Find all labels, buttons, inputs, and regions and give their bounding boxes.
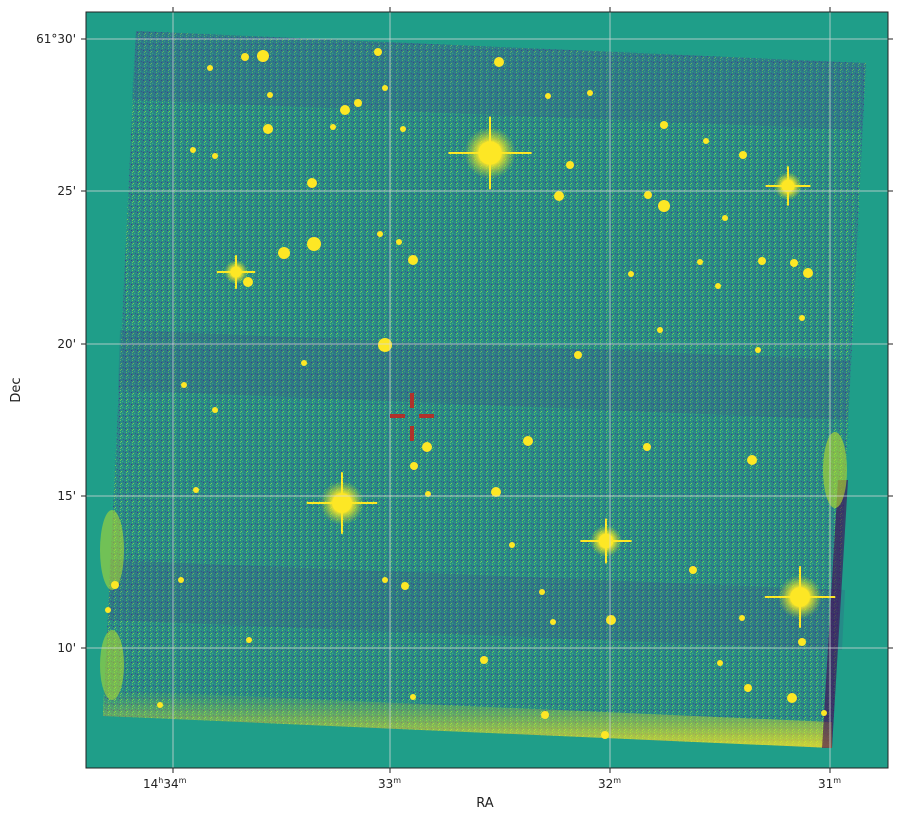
star bbox=[758, 257, 766, 265]
x-tick-label-1434: 14h34m bbox=[143, 776, 187, 791]
star bbox=[744, 684, 752, 692]
star bbox=[374, 48, 382, 56]
star bbox=[539, 589, 545, 595]
star bbox=[509, 542, 515, 548]
target-crosshair bbox=[390, 393, 434, 441]
x-axis-label: RA bbox=[476, 796, 494, 811]
star bbox=[178, 577, 184, 583]
star bbox=[574, 351, 582, 359]
star bbox=[181, 382, 187, 388]
star bbox=[644, 191, 652, 199]
star bbox=[354, 99, 362, 107]
star bbox=[798, 638, 806, 646]
star bbox=[278, 247, 290, 259]
bright-star-6 bbox=[216, 255, 256, 289]
star bbox=[307, 178, 317, 188]
star bbox=[554, 191, 564, 201]
star bbox=[190, 147, 196, 153]
star bbox=[410, 462, 418, 470]
star bbox=[377, 231, 383, 237]
star bbox=[755, 347, 761, 353]
star bbox=[401, 582, 409, 590]
star bbox=[550, 619, 556, 625]
star bbox=[410, 694, 416, 700]
star bbox=[715, 283, 721, 289]
star bbox=[697, 259, 703, 265]
star bbox=[241, 53, 249, 61]
star bbox=[657, 327, 663, 333]
star bbox=[111, 581, 119, 589]
star bbox=[246, 637, 252, 643]
bright-star-1 bbox=[448, 116, 532, 190]
y-tick-label-30: 61°30' bbox=[36, 32, 76, 46]
y-tick-label-15: 15' bbox=[57, 489, 76, 503]
x-tick-label-33: 33m bbox=[378, 776, 401, 791]
star bbox=[408, 255, 418, 265]
star bbox=[821, 710, 827, 716]
star bbox=[545, 93, 551, 99]
star bbox=[566, 161, 574, 169]
bright-star-2 bbox=[306, 472, 378, 534]
x-tick-label-32: 32m bbox=[598, 776, 621, 791]
coordinate-grid bbox=[86, 12, 888, 768]
star bbox=[382, 577, 388, 583]
star bbox=[587, 90, 593, 96]
star bbox=[307, 237, 321, 251]
star bbox=[263, 124, 273, 134]
y-axis-label: Dec bbox=[9, 377, 24, 402]
star bbox=[660, 121, 668, 129]
star bbox=[257, 50, 269, 62]
star bbox=[243, 277, 253, 287]
star bbox=[790, 259, 798, 267]
star bbox=[301, 360, 307, 366]
y-tick-label-10: 10' bbox=[57, 641, 76, 655]
star bbox=[717, 660, 723, 666]
star bbox=[606, 615, 616, 625]
star bbox=[193, 487, 199, 493]
star bbox=[382, 85, 388, 91]
axis-ticks bbox=[81, 7, 893, 773]
detector-image bbox=[103, 31, 866, 748]
star bbox=[422, 442, 432, 452]
star bbox=[396, 239, 402, 245]
star bbox=[212, 153, 218, 159]
star bbox=[689, 566, 697, 574]
star bbox=[803, 268, 813, 278]
star bbox=[747, 455, 757, 465]
star bbox=[378, 338, 392, 352]
star bbox=[491, 487, 501, 497]
bright-star-3 bbox=[764, 566, 836, 628]
star bbox=[658, 200, 670, 212]
star bbox=[739, 615, 745, 621]
star bbox=[628, 271, 634, 277]
bright-star-5 bbox=[765, 166, 811, 206]
star bbox=[787, 693, 797, 703]
star bbox=[703, 138, 709, 144]
star bbox=[400, 126, 406, 132]
x-tick-label-31: 31m bbox=[818, 776, 841, 791]
star bbox=[267, 92, 273, 98]
star bbox=[799, 315, 805, 321]
star bbox=[722, 215, 728, 221]
star bbox=[207, 65, 213, 71]
star bbox=[643, 443, 651, 451]
star bbox=[494, 57, 504, 67]
star bbox=[601, 731, 609, 739]
star bbox=[480, 656, 488, 664]
y-tick-label-25: 25' bbox=[57, 184, 76, 198]
star bbox=[523, 436, 533, 446]
star bbox=[330, 124, 336, 130]
star-field bbox=[105, 48, 836, 739]
y-tick-label-20: 20' bbox=[57, 337, 76, 351]
star bbox=[212, 407, 218, 413]
star bbox=[541, 711, 549, 719]
star bbox=[739, 151, 747, 159]
star bbox=[340, 105, 350, 115]
plot-frame bbox=[85, 11, 889, 769]
star bbox=[105, 607, 111, 613]
star bbox=[157, 702, 163, 708]
